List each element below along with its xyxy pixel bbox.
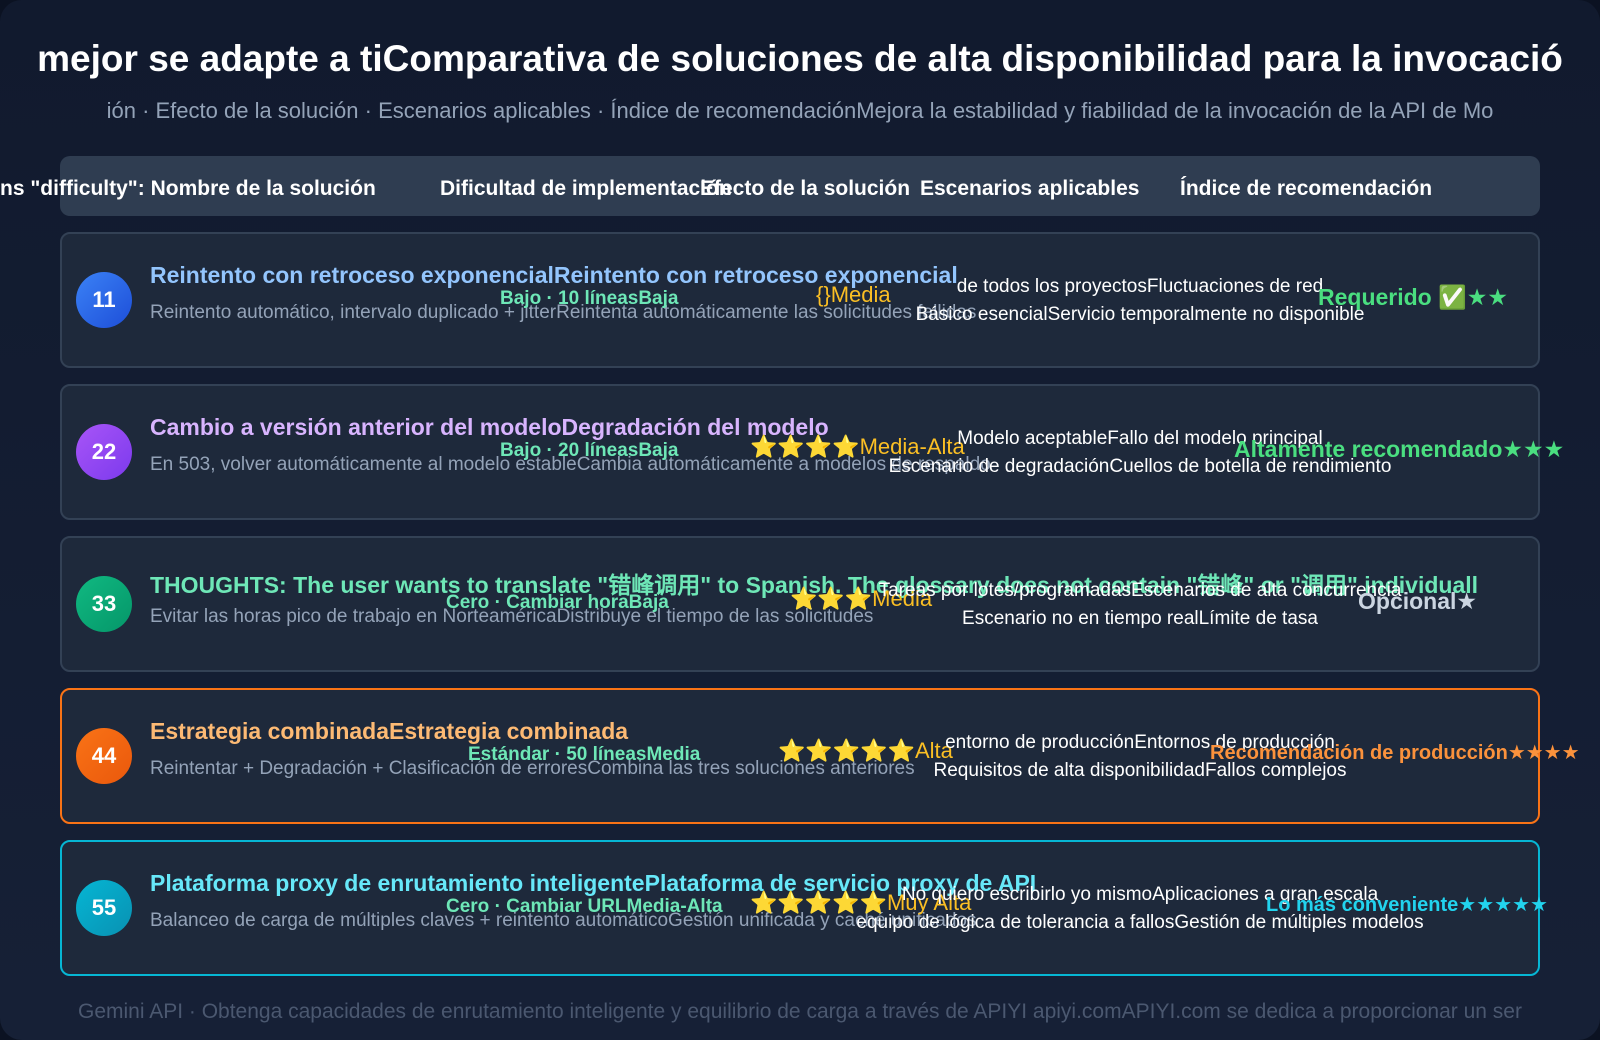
column-header: Índice de recomendación [1180, 177, 1433, 200]
scenario: entorno de producciónEntornos de producc… [945, 732, 1335, 753]
column-header: Dificultad de implementación [440, 177, 732, 200]
table-row[interactable] [60, 232, 1540, 368]
recommendation: Opcional★ [1358, 588, 1478, 614]
scenario: Escenario de degradaciónCuellos de botel… [888, 456, 1392, 477]
scenario: Modelo aceptableFallo del modelo princip… [957, 428, 1323, 449]
recommendation: Recomendación de producción★★★★ [1210, 742, 1580, 764]
effect: {}Media [816, 282, 891, 307]
table-row[interactable] [60, 384, 1540, 520]
difficulty: Cero · Cambiar horaBaja [446, 592, 669, 613]
row-description: Reintento automático, intervalo duplicad… [150, 302, 977, 323]
row-title: Estrategia combinadaEstrategia combinada [150, 718, 629, 744]
scenario: Requisitos de alta disponibilidadFallos … [933, 760, 1347, 781]
row-description: Evitar las horas pico de trabajo en Nort… [150, 606, 874, 627]
difficulty: Estándar · 50 líneasMedia [468, 744, 701, 765]
effect: ⭐⭐⭐⭐⭐Alta [778, 738, 953, 763]
effect: ⭐⭐⭐⭐⭐Muy Alta [750, 890, 972, 915]
row-description: Balanceo de carga de múltiples claves + … [150, 910, 977, 931]
title: mejor se adapte a tiComparativa de soluc… [37, 38, 1563, 79]
footer: Gemini API · Obtenga capacidades de enru… [78, 1000, 1522, 1023]
column-header: Efecto de la solución [700, 177, 911, 200]
table-row[interactable] [60, 536, 1540, 672]
row-description: En 503, volver automáticamente al modelo… [150, 454, 991, 475]
row-title: Cambio a versión anterior del modeloDegr… [150, 414, 829, 440]
scenario: Básico esencialServicio temporalmente no… [915, 304, 1365, 325]
scenario: Escenario no en tiempo realLímite de tas… [962, 608, 1318, 629]
row-number: 22 [76, 424, 132, 480]
difficulty: Bajo · 20 líneasBaja [500, 440, 679, 461]
row-number: 33 [76, 576, 132, 632]
table-row[interactable] [60, 688, 1540, 824]
subtitle: ión · Efecto de la solución · Escenarios… [106, 98, 1494, 123]
effect: ⭐⭐⭐Media [790, 586, 933, 611]
row-description: Reintentar + Degradación + Clasificación… [150, 758, 915, 779]
effect: ⭐⭐⭐⭐Media-Alta [750, 434, 965, 459]
scenario: No quiero escribirlo yo mismoAplicacione… [901, 884, 1379, 905]
recommendation: Lo más conveniente★★★★★ [1266, 894, 1548, 916]
scenario: equipo de lógica de tolerancia a fallosG… [856, 912, 1424, 933]
row-number: 11 [76, 272, 132, 328]
row-title: Reintento con retroceso exponencialReint… [150, 262, 958, 288]
row-title: THOUGHTS: The user wants to translate "错… [150, 572, 1479, 598]
scenario: Tareas por lotes/programadasEscenarios d… [878, 580, 1402, 601]
difficulty: Cero · Cambiar URLMedia-Alta [446, 896, 723, 917]
recommendation: Altamente recomendado★★★ [1234, 436, 1565, 462]
row-number: 44 [76, 728, 132, 784]
scenario: de todos los proyectosFluctuaciones de r… [956, 276, 1324, 297]
recommendation: Requerido ✅★★ [1318, 284, 1508, 310]
difficulty: Bajo · 10 líneasBaja [500, 288, 679, 309]
table-row[interactable] [60, 840, 1540, 976]
row-title: Plataforma proxy de enrutamiento intelig… [150, 870, 1037, 896]
row-number: 55 [76, 880, 132, 936]
column-header: Escenarios aplicables [920, 177, 1140, 200]
table-header [60, 156, 1540, 216]
column-header: ns "difficulty": Nombre de la solución [0, 177, 376, 200]
